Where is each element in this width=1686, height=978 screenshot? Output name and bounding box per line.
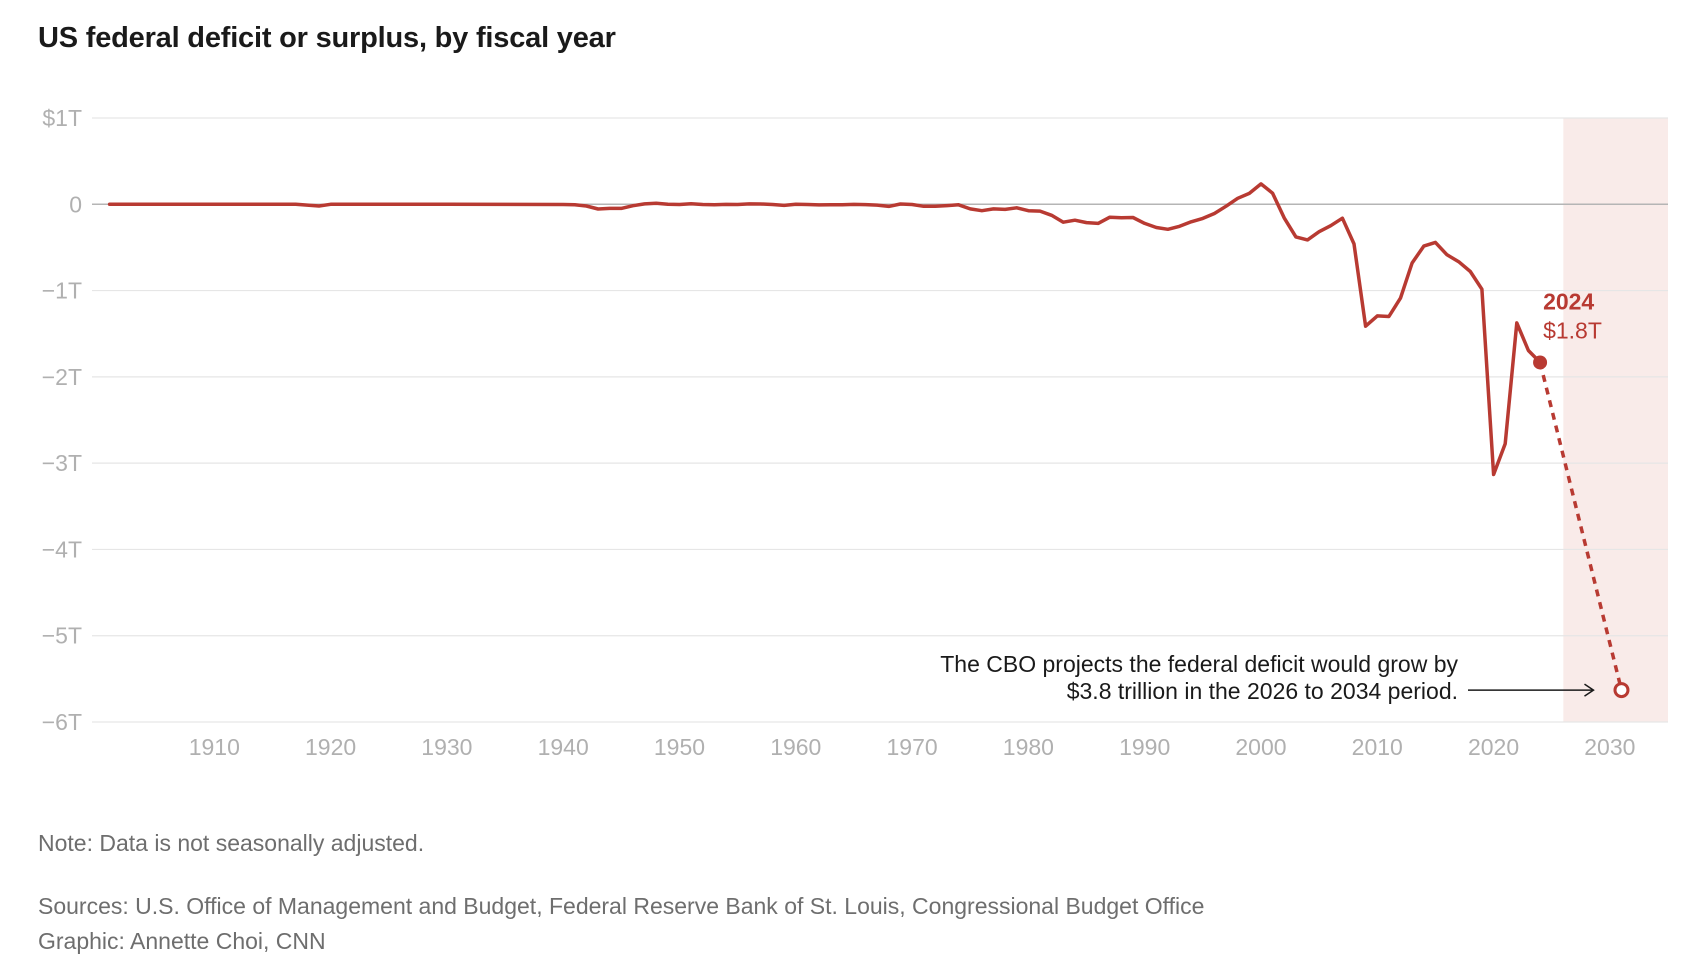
x-tick-label: 1990 (1119, 734, 1170, 760)
chart-note: Note: Data is not seasonally adjusted. (38, 830, 425, 856)
y-tick-label: −1T (42, 278, 82, 304)
chart-credit: Graphic: Annette Choi, CNN (38, 928, 326, 954)
y-tick-label: $1T (42, 105, 82, 131)
x-tick-label: 2010 (1352, 734, 1403, 760)
chart-title: US federal deficit or surplus, by fiscal… (38, 22, 616, 54)
y-tick-label: −2T (42, 364, 82, 390)
x-tick-label: 2030 (1584, 734, 1635, 760)
annotation-line-1: The CBO projects the federal deficit wou… (940, 651, 1458, 677)
x-tick-label: 1920 (305, 734, 356, 760)
x-tick-label: 1940 (538, 734, 589, 760)
y-tick-label: 0 (69, 191, 82, 217)
annotation-arrowhead (1584, 683, 1595, 697)
callout-value-label: $1.8T (1543, 317, 1602, 343)
x-tick-label: 1960 (770, 734, 821, 760)
y-tick-label: −6T (42, 709, 82, 735)
y-tick-label: −3T (42, 450, 82, 476)
x-tick-label: 1910 (189, 734, 240, 760)
x-tick-label: 1970 (886, 734, 937, 760)
y-tick-label: −5T (42, 623, 82, 649)
x-tick-label: 1950 (654, 734, 705, 760)
projected-point-marker (1613, 682, 1630, 699)
annotation-line-2: $3.8 trillion in the 2026 to 2034 period… (1067, 678, 1458, 704)
chart-svg: $1T 0 −1T −2T −3T −4T −5T −6T 1910 1920 1930 1940 1… (42, 105, 1668, 760)
x-tick-label: 1980 (1003, 734, 1054, 760)
latest-point-marker (1533, 355, 1548, 370)
callout-year-label: 2024 (1543, 288, 1594, 314)
x-tick-label: 2020 (1468, 734, 1519, 760)
x-tick-label: 1930 (421, 734, 472, 760)
projection-line (1538, 362, 1624, 691)
chart-sources: Sources: U.S. Office of Management and B… (38, 893, 1205, 919)
y-tick-label: −4T (42, 536, 82, 562)
deficit-series-line (107, 182, 1542, 477)
projection-band (1563, 118, 1668, 722)
x-tick-label: 2000 (1235, 734, 1286, 760)
